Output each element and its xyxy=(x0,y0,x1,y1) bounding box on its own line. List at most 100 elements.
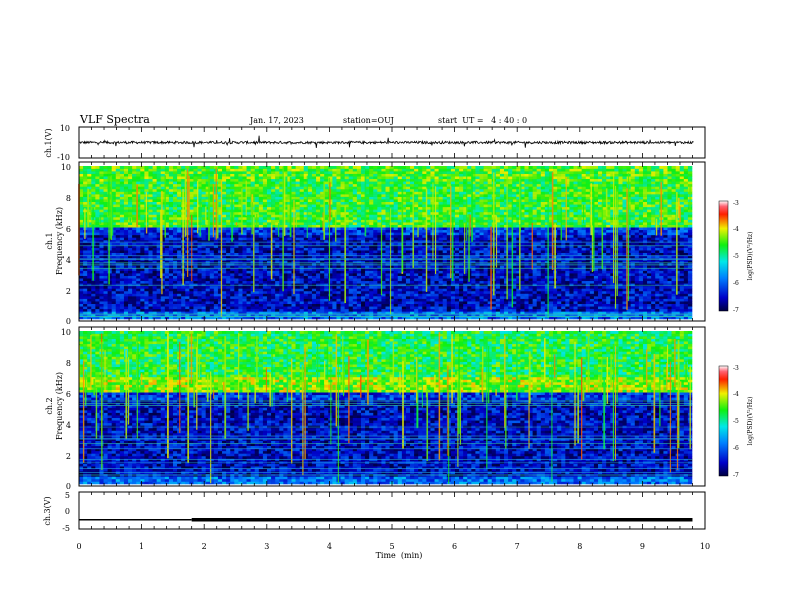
spectrogram-cell xyxy=(414,288,419,292)
spectrogram-cell xyxy=(561,280,566,284)
spectrogram-cell xyxy=(160,298,166,302)
spectrogram-cell xyxy=(115,265,121,269)
spectrogram-cell xyxy=(307,298,313,302)
spectrogram-cell xyxy=(671,268,676,271)
spectrogram-cell xyxy=(344,270,350,274)
spectrogram-cell xyxy=(614,283,619,287)
spectrogram-cell xyxy=(557,298,562,302)
spectrogram-cell xyxy=(119,245,125,248)
spectrogram-cell xyxy=(426,278,431,282)
spectrogram-cell xyxy=(177,288,182,292)
spectrogram-cell xyxy=(365,316,370,320)
spectrogram-cell xyxy=(483,296,488,299)
spectrogram-cell xyxy=(271,245,276,248)
spectrogram-cell xyxy=(544,237,550,241)
spectrogram-cell xyxy=(132,237,137,241)
spectrogram-cell xyxy=(152,316,157,320)
spectrogram-cell xyxy=(405,303,411,307)
spectrogram-cell xyxy=(258,273,264,276)
spectrogram-cell xyxy=(430,311,435,315)
spectrogram-cell xyxy=(655,296,660,299)
spectrogram-cell xyxy=(258,234,264,238)
spectrogram-cell xyxy=(659,252,664,256)
spectrogram-cell xyxy=(99,250,104,253)
spectrogram-cell xyxy=(463,268,468,271)
spectrogram-cell xyxy=(360,247,366,251)
spectrogram-cell xyxy=(307,262,313,266)
spectrogram-cell xyxy=(140,303,145,307)
spectrogram-cell xyxy=(426,308,431,312)
spectrogram-cell xyxy=(123,313,129,317)
spectrogram-cell xyxy=(471,316,476,320)
spectrogram-cell xyxy=(115,239,121,243)
spectrogram-cell xyxy=(610,275,615,279)
spectrogram-cell xyxy=(283,275,288,279)
spectrogram-cell xyxy=(414,275,419,279)
spectrogram-cell xyxy=(324,275,329,279)
spectrogram-cell xyxy=(410,270,415,274)
spectrogram-cell xyxy=(246,250,251,253)
spectrogram-cell xyxy=(230,311,235,315)
spectrogram-cell xyxy=(266,265,272,269)
spectrogram-cell xyxy=(667,285,672,289)
spectrogram-cell xyxy=(144,242,149,246)
spectrogram-cell xyxy=(671,278,676,282)
spectrogram-cell xyxy=(365,247,370,251)
spectrogram-cell xyxy=(634,268,640,271)
spectrogram-cell xyxy=(160,283,166,287)
spectrogram-cell xyxy=(512,250,517,253)
spectrogram-cell xyxy=(622,262,627,266)
spectrogram-cell xyxy=(393,242,399,246)
spectrogram-cell xyxy=(618,268,623,271)
spectrogram-cell xyxy=(320,245,325,248)
spectrogram-cell xyxy=(99,313,104,317)
spectrogram-cell xyxy=(303,283,309,287)
spectrogram-cell xyxy=(132,316,137,320)
spectrogram-cell xyxy=(516,316,521,320)
spectrogram-cell xyxy=(675,303,681,307)
spectrogram-cell xyxy=(356,273,362,276)
spectrogram-cell xyxy=(593,260,599,264)
spectrogram-cell xyxy=(168,242,174,246)
spectrogram-cell xyxy=(499,237,505,241)
spectrogram-cell xyxy=(385,288,390,292)
spectrogram-cell xyxy=(418,308,423,312)
spectrogram-cell xyxy=(569,250,574,253)
spectrogram-cell xyxy=(136,303,141,307)
spectrogram-cell xyxy=(536,250,542,253)
spectrogram-cell xyxy=(504,285,509,289)
spectrogram-cell xyxy=(430,273,435,276)
spectrogram-cell xyxy=(201,245,206,248)
spectrogram-cell xyxy=(115,275,121,279)
spectrogram-cell xyxy=(136,262,141,266)
spectrogram-cell xyxy=(132,245,137,248)
spectrogram-cell xyxy=(393,306,399,310)
spectrogram-cell xyxy=(504,242,509,246)
spectrogram-cell xyxy=(172,252,178,256)
spectrogram-cell xyxy=(446,283,452,287)
spectrogram-cell xyxy=(128,247,133,251)
spectrogram-cell xyxy=(213,285,219,289)
spectrogram-cell xyxy=(344,234,350,238)
spectrogram-cell xyxy=(217,293,223,297)
spectrogram-cell xyxy=(446,316,452,320)
spectrogram-cell xyxy=(111,268,117,271)
spectrogram-cell xyxy=(618,245,623,248)
spectrogram-cell xyxy=(242,301,247,304)
spectrogram-cell xyxy=(642,242,648,246)
spectrogram-cell xyxy=(642,278,648,282)
spectrogram-cell xyxy=(495,260,501,264)
spectrogram-cell xyxy=(222,239,227,243)
spectrogram-cell xyxy=(569,260,574,264)
spectrogram-cell xyxy=(283,288,288,292)
spectrogram-cell xyxy=(585,303,591,307)
spectrogram-cell xyxy=(385,250,390,253)
spectrogram-cell xyxy=(340,283,345,287)
spectrogram-cell xyxy=(287,301,292,304)
spectrogram-cell xyxy=(242,270,247,274)
spectrogram-cell xyxy=(577,296,582,299)
spectrogram-cell xyxy=(638,262,644,266)
spectrogram-cell xyxy=(128,268,133,271)
spectrogram-cell xyxy=(544,252,550,256)
spectrogram-cell xyxy=(561,242,566,246)
